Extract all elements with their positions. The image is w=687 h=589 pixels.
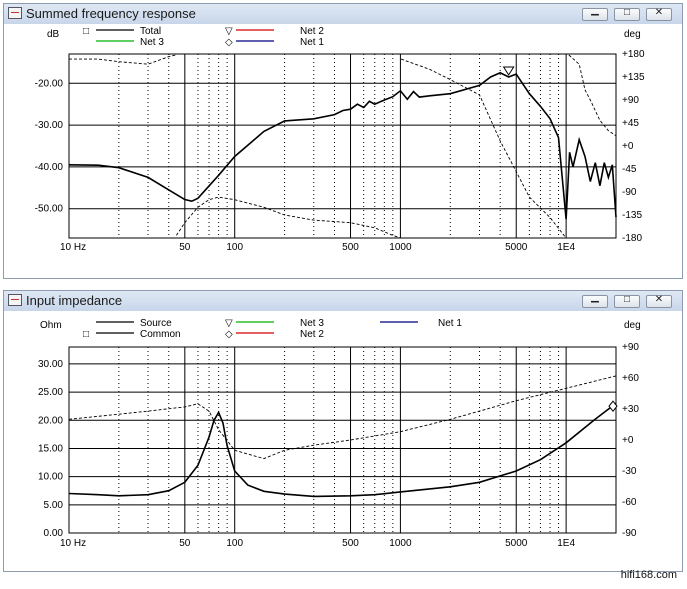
y-unit-right: deg [624,29,641,40]
y-tick-label-right: +180 [622,49,645,60]
close-button[interactable]: ✕ [646,7,672,21]
y-tick-label-left: -40.00 [35,162,64,173]
y-tick-label-left: -50.00 [35,204,64,215]
y-tick-label-right: -135 [622,210,642,221]
title-bar[interactable]: Summed frequency response ▁ □ ✕ [4,4,682,24]
series-line-phase [69,54,617,239]
y-tick-label-right: +60 [622,373,639,384]
y-tick-label-right: +90 [622,342,639,353]
legend-label-net-2: Net 2 [300,26,324,37]
legend-marker-net-2: ▽ [225,26,233,37]
y-tick-label-right: -90 [622,187,637,198]
x-tick-label: 100 [226,242,243,253]
y-tick-label-left: -20.00 [35,78,64,89]
y-tick-label-left: 15.00 [38,443,63,454]
x-tick-label: 500 [342,538,359,549]
x-tick-label: 500 [342,242,359,253]
watermark: hifi168.com [620,569,677,581]
y-tick-label-left: 5.00 [44,500,64,511]
legend-label-net-2: Net 2 [300,329,324,340]
x-tick-label: 1000 [389,538,412,549]
legend-marker-common: □ [83,329,89,340]
y-tick-label-right: +0 [622,435,634,446]
legend-marker-total: □ [83,26,89,37]
legend-label-net-1: Net 1 [438,318,462,329]
x-tick-label: 50 [179,538,191,549]
x-tick-label: 100 [226,538,243,549]
legend-label-net-3: Net 3 [140,37,164,48]
y-tick-label-right: +135 [622,72,645,83]
plot-area [68,53,617,239]
window-title: Input impedance [26,293,123,308]
y-tick-label-right: -30 [622,466,637,477]
restore-button[interactable]: □ [614,7,640,21]
y-unit-right: deg [624,320,641,331]
x-tick-label: 10 Hz [60,242,86,253]
y-tick-label-left: 0.00 [44,528,64,539]
y-tick-label-left: -30.00 [35,120,64,131]
curve-marker-triangle [502,66,515,76]
y-tick-label-left: 20.00 [38,415,63,426]
close-icon: ✕ [654,294,664,305]
minimize-button[interactable]: ▁ [582,292,608,308]
y-tick-label-right: +0 [622,141,634,152]
x-tick-label: 1E4 [557,538,575,549]
restore-button[interactable]: □ [614,294,640,308]
legend-label-common: Common [140,329,181,340]
legend-marker-net-1: ◇ [225,37,233,48]
y-tick-label-left: 25.00 [38,387,63,398]
x-tick-label: 10 Hz [60,538,86,549]
legend-marker-net-2: ◇ [225,329,233,340]
legend-marker-net-3: ▽ [225,318,233,329]
title-bar[interactable]: Input impedance ▁ □ ✕ [4,291,682,311]
x-tick-label: 50 [179,242,191,253]
y-tick-label-right: +45 [622,118,639,129]
minimize-icon: ▁ [591,292,599,303]
y-tick-label-right: -180 [622,233,642,244]
legend-label-total: Total [140,26,161,37]
y-tick-label-right: +30 [622,404,639,415]
window-icon [8,7,22,19]
restore-icon: □ [623,294,631,305]
restore-icon: □ [623,7,631,18]
y-unit-left: Ohm [40,320,62,331]
series-line-magnitude [68,402,617,498]
window-title: Summed frequency response [26,6,196,21]
y-tick-label-right: -90 [622,528,637,539]
legend-label-net-1: Net 1 [300,37,324,48]
legend-label-source: Source [140,318,172,329]
minimize-icon: ▁ [591,5,599,16]
minimize-button[interactable]: ▁ [582,5,608,21]
window-icon [8,294,22,306]
plot-area [68,346,617,534]
close-icon: ✕ [654,7,664,18]
series-line-magnitude [68,71,617,220]
y-unit-left: dB [47,29,60,40]
series-line-phase [68,375,617,460]
y-tick-label-left: 10.00 [38,472,63,483]
y-tick-label-right: -45 [622,164,637,175]
y-tick-label-right: +90 [622,95,639,106]
curve-marker-diamond [608,400,618,412]
x-tick-label: 1000 [389,242,412,253]
close-button[interactable]: ✕ [646,294,672,308]
y-tick-label-right: -60 [622,497,637,508]
x-tick-label: 5000 [505,242,528,253]
legend-label-net-3: Net 3 [300,318,324,329]
y-tick-label-left: 30.00 [38,359,63,370]
x-tick-label: 1E4 [557,242,575,253]
x-tick-label: 5000 [505,538,528,549]
